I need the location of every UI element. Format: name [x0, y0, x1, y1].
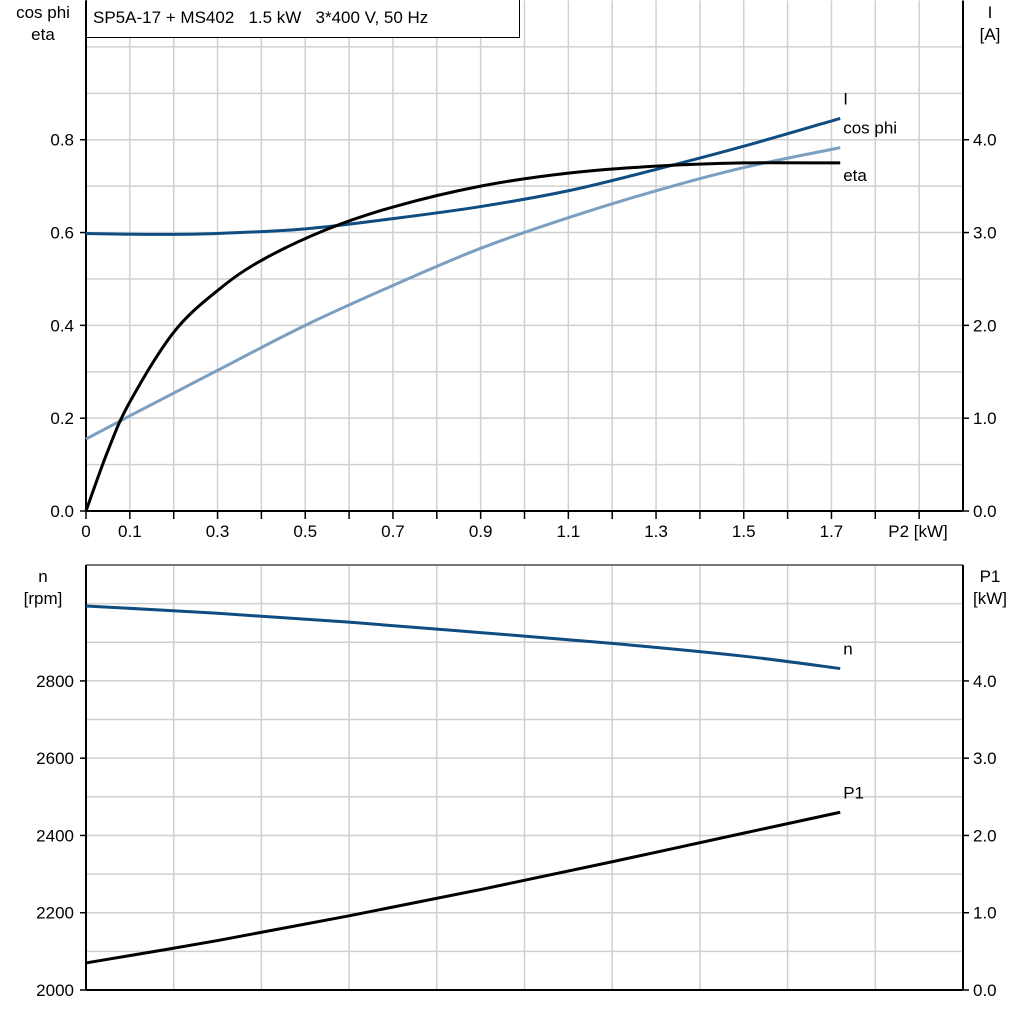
- right-axis-tick-label: 3.0: [973, 749, 997, 768]
- right-axis-tick-label: 3.0: [973, 224, 997, 243]
- left-axis-label: n: [38, 567, 47, 586]
- left-axis-unit-label: [rpm]: [24, 589, 63, 608]
- x-axis-tick-label: 1.3: [644, 522, 668, 541]
- right-axis-tick-label: 2.0: [973, 316, 997, 335]
- x-axis-tick-label: 1.5: [732, 522, 756, 541]
- left-axis-tick-label: 2400: [36, 826, 74, 845]
- left-axis-unit-label: eta: [31, 25, 55, 44]
- left-axis-tick-label: 2600: [36, 749, 74, 768]
- right-axis-unit-label: [kW]: [973, 589, 1007, 608]
- x-axis-tick-label: 1.7: [820, 522, 844, 541]
- series-line-P1: [85, 810, 841, 965]
- left-axis-tick-label: 0.8: [50, 131, 74, 150]
- series-line-n: [85, 604, 841, 671]
- left-axis-tick-label: 2800: [36, 672, 74, 691]
- x-axis-tick-label: 1.1: [557, 522, 581, 541]
- right-axis-tick-label: 1.0: [973, 904, 997, 923]
- left-axis-tick-label: 0.6: [50, 224, 74, 243]
- series-label-n: n: [843, 640, 852, 659]
- left-axis-tick-label: 0.4: [50, 316, 74, 335]
- x-axis-tick-label: 0: [81, 522, 90, 541]
- series-label-eta: eta: [843, 166, 867, 185]
- chart-title: SP5A-17 + MS402 1.5 kW 3*400 V, 50 Hz: [86, 0, 520, 38]
- left-axis-label: cos phi: [16, 3, 70, 22]
- right-axis-label: P1: [980, 567, 1001, 586]
- left-axis-tick-label: 0.0: [50, 502, 74, 521]
- right-axis-tick-label: 4.0: [973, 672, 997, 691]
- right-axis-unit-label: [A]: [980, 25, 1001, 44]
- right-axis-tick-label: 4.0: [973, 131, 997, 150]
- series-line-cos-phi: [85, 146, 841, 441]
- right-axis-label: I: [988, 3, 993, 22]
- series-label-cos-phi: cos phi: [843, 119, 897, 138]
- x-axis-tick-label: 0.9: [469, 522, 493, 541]
- series-label-P1: P1: [843, 783, 864, 802]
- left-axis-tick-label: 2000: [36, 981, 74, 1000]
- x-axis-tick-label: 0.5: [293, 522, 317, 541]
- x-axis-tick-label: 0.3: [206, 522, 230, 541]
- left-axis-tick-label: 2200: [36, 904, 74, 923]
- x-axis-label: P2 [kW]: [888, 522, 948, 541]
- right-axis-tick-label: 0.0: [973, 502, 997, 521]
- series-label-I: I: [843, 89, 848, 108]
- right-axis-tick-label: 2.0: [973, 826, 997, 845]
- x-axis-tick-label: 0.7: [381, 522, 405, 541]
- series-line-I: [85, 116, 841, 236]
- right-axis-tick-label: 0.0: [973, 981, 997, 1000]
- right-axis-tick-label: 1.0: [973, 409, 997, 428]
- x-axis-tick-label: 0.1: [118, 522, 142, 541]
- series-line-eta: [84, 161, 841, 512]
- left-axis-tick-label: 0.2: [50, 409, 74, 428]
